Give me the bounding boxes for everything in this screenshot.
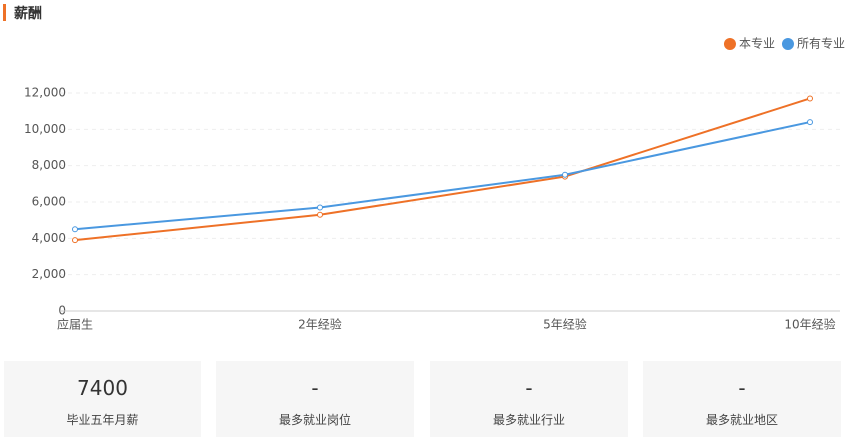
stat-label: 毕业五年月薪	[66, 413, 139, 427]
stat-label: 最多就业地区	[705, 413, 778, 427]
stat-card: 7400 毕业五年月薪	[4, 361, 201, 437]
x-tick-label: 5年经验	[543, 317, 587, 332]
data-point	[807, 95, 813, 102]
stat-value: -	[311, 376, 319, 400]
series-line	[74, 97, 811, 242]
data-point	[807, 119, 813, 126]
y-tick-label: 10,000	[24, 122, 66, 136]
data-point	[72, 237, 78, 244]
stat-label: 最多就业行业	[492, 413, 565, 427]
y-tick-label: 12,000	[24, 86, 66, 100]
data-point	[72, 226, 78, 233]
stat-value: -	[738, 376, 746, 400]
stat-card: - 最多就业地区	[643, 361, 841, 437]
x-tick-label: 2年经验	[298, 317, 342, 332]
section-title: 薪酬	[14, 6, 42, 22]
stat-card: - 最多就业行业	[430, 361, 628, 437]
y-tick-label: 4,000	[32, 231, 66, 245]
y-tick-label: 6,000	[32, 195, 66, 209]
legend-label: 所有专业	[797, 36, 845, 51]
legend-label: 本专业	[739, 36, 775, 51]
data-point	[317, 204, 323, 211]
x-tick-label: 应届生	[57, 317, 93, 332]
legend-marker	[723, 38, 736, 50]
stat-label: 最多就业岗位	[278, 413, 351, 427]
series-line	[74, 121, 811, 231]
chart: 02,0004,0006,0008,00010,00012,000应届生2年经验…	[24, 36, 845, 332]
x-tick-label: 10年经验	[784, 317, 835, 332]
stat-card: - 最多就业岗位	[216, 361, 414, 437]
stat-value: 7400	[77, 376, 128, 400]
legend-marker	[781, 38, 794, 50]
y-tick-label: 2,000	[32, 267, 66, 281]
title-accent	[3, 4, 6, 21]
data-point	[562, 171, 568, 178]
stat-value: -	[525, 376, 533, 400]
data-point	[317, 211, 323, 218]
y-tick-label: 8,000	[32, 158, 66, 172]
